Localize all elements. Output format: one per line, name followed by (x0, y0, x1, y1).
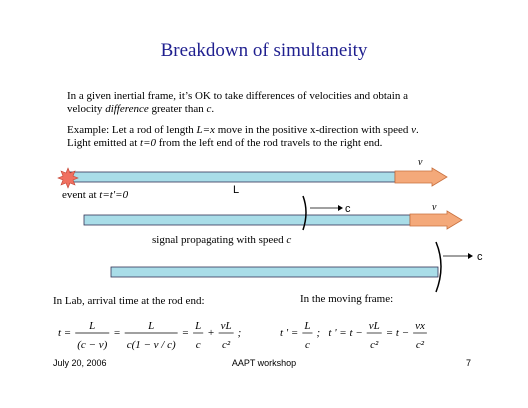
example-line: Example: Let a rod of length L=x move in… (67, 124, 419, 136)
speed-label: v (418, 157, 423, 168)
text-run: Example: Let a rod of length (67, 124, 197, 136)
text-run: greater than (149, 103, 207, 115)
arrow-head (338, 205, 343, 211)
numerator: vx (415, 320, 425, 332)
numerator: L (88, 320, 95, 332)
velocity-arrow (409, 210, 463, 230)
velocity-arrow (394, 167, 448, 187)
text-run: t=0 (140, 137, 156, 149)
text-run: t=t'=0 (99, 189, 128, 201)
denominator: c² (222, 339, 231, 351)
text-run: In a given inertial frame, it’s OK to ta… (67, 90, 408, 102)
numerator: L (147, 320, 154, 332)
equation-term: ; (238, 327, 242, 339)
intro-line: In a given inertial frame, it’s OK to ta… (67, 90, 408, 102)
text-run: velocity (67, 103, 105, 115)
equation-term: t ' = (280, 327, 298, 339)
equation-term: ; t ' = t − (316, 327, 362, 339)
text-run: v (411, 124, 416, 136)
text-run: L=x (196, 124, 216, 136)
slide-title: Breakdown of simultaneity (161, 40, 368, 61)
text-run: event at (62, 189, 99, 201)
denominator: c (305, 339, 310, 351)
footer-event: AAPT workshop (232, 358, 296, 368)
rod (69, 171, 396, 183)
denominator: c(1 − v / c) (127, 339, 176, 351)
text-run: difference (105, 103, 149, 115)
text-run: Light emitted at (67, 137, 140, 149)
speed-label: v (432, 202, 437, 213)
text-run: move in the positive x-direction with sp… (215, 124, 411, 136)
footer-page: 7 (466, 358, 471, 368)
denominator: c² (416, 339, 425, 351)
text-run: from the left end of the rod travels to … (156, 137, 383, 149)
wavefront (302, 195, 307, 231)
denominator: (c − v) (77, 339, 107, 351)
signal-caption: signal propagating with speed c (152, 234, 291, 246)
text-run: signal propagating with speed (152, 234, 286, 246)
moving-heading: In the moving frame: (300, 293, 393, 305)
signal-label: c (345, 203, 351, 215)
text-run: c (286, 234, 291, 246)
numerator: L (194, 320, 201, 332)
numerator: vL (221, 320, 232, 332)
numerator: L (303, 320, 310, 332)
text-run: c (206, 103, 211, 115)
rod (83, 214, 411, 226)
equation-term: = (113, 327, 120, 339)
flash-icon (57, 167, 79, 189)
event-label: event at t=t'=0 (62, 189, 129, 201)
text-run: . (416, 124, 419, 136)
denominator: c² (370, 339, 379, 351)
numerator: vL (369, 320, 380, 332)
arrow-head (468, 253, 473, 259)
equation-term: = (182, 327, 189, 339)
equation-term: t = (58, 327, 71, 339)
equation-term: = t − (386, 327, 409, 339)
wavefront (435, 241, 442, 293)
length-label: L (233, 184, 239, 196)
lab-heading: In Lab, arrival time at the rod end: (53, 295, 205, 307)
rod (110, 266, 439, 278)
example-line: Light emitted at t=0 from the left end o… (67, 137, 383, 149)
footer-date: July 20, 2006 (53, 358, 107, 368)
equation-term: + (207, 327, 214, 339)
denominator: c (196, 339, 201, 351)
intro-line: velocity difference greater than c. (67, 103, 214, 115)
signal-label: c (477, 251, 483, 263)
text-run: . (211, 103, 214, 115)
